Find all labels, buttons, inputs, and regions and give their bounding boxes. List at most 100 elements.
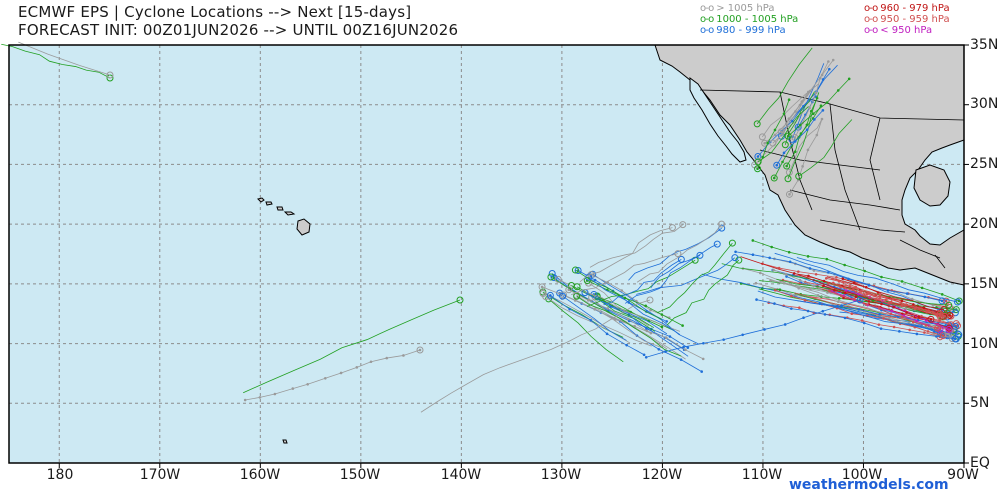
track-point [806,148,810,152]
track-point [620,289,624,292]
track-point [702,341,705,345]
track-point [686,346,690,349]
track-start-marker [927,315,935,323]
cyclone-track [740,283,957,310]
track-start-marker [679,221,687,229]
track-point [626,317,630,321]
track-point [823,313,827,316]
track-point [664,350,667,353]
track-start-marker [795,172,803,180]
track-point [385,356,389,360]
credit-link[interactable]: weathermodels.com [789,477,949,493]
cyclone-track [721,263,949,306]
track-point [879,327,883,330]
legend-entry-960-979: o-o 960 - 979 hPa [864,3,950,14]
track-start-marker [668,224,676,232]
track-point [878,297,882,300]
track-point [824,277,828,280]
track-point [355,366,359,369]
track-point [741,333,744,337]
track-start-marker [674,250,682,258]
track-point [943,315,947,318]
track-point [803,299,807,302]
track-start-marker [731,254,739,262]
track-start-marker [559,292,567,300]
track-point [812,284,816,288]
track-start-marker [783,162,791,170]
track-point [791,119,794,123]
legend-entry-950-959: o-o 950 - 959 hPa [864,14,950,25]
track-start-marker [547,273,555,281]
track-start-marker [952,306,960,314]
cyclone-track [589,224,684,268]
track-point [835,276,838,279]
track-start-marker [856,296,864,304]
track-point [801,165,804,168]
track-point [931,304,935,307]
track-point [947,328,951,331]
track-point [645,327,648,330]
track-point [832,281,835,285]
track-point [877,323,881,326]
track-point [860,319,864,322]
cyclone-track [833,282,941,315]
cyclone-track [587,280,683,326]
track-point [587,299,590,302]
track-point [915,332,919,336]
track-start-marker [753,120,761,128]
track-point [786,134,790,138]
track-start-marker [773,161,781,169]
legend-label: 950 - 959 hPa [880,14,950,25]
track-point [770,245,773,249]
lat-label-20n: 20N [970,216,999,232]
track-point [787,250,791,254]
track-point [826,291,829,294]
legend-label: 960 - 979 hPa [880,3,950,14]
track-point [781,160,784,164]
cyclone-track [789,118,823,195]
cyclone-track [591,297,668,350]
track-start-marker [538,283,546,291]
track-point [644,304,648,308]
track-point [923,295,927,299]
track-point [940,293,944,296]
track-point [369,360,373,364]
track-point [911,320,915,324]
track-point [682,345,685,349]
cyclone-track [563,294,662,348]
track-point [813,118,816,121]
axis-ticks [58,44,969,468]
track-point [854,290,858,293]
track-point [751,239,755,242]
track-point [773,133,777,137]
lon-label-180: 180 [46,467,74,483]
legend-label: < 950 hPa [880,25,933,36]
track-point [802,316,805,320]
track-point [642,353,646,357]
track-point [623,296,627,300]
lat-label-5n: 5N [970,395,990,411]
track-point [904,307,908,310]
track-start-marker [754,165,762,173]
track-start-marker [560,291,568,299]
track-point [772,268,775,272]
track-point [936,326,939,330]
track-start-marker [106,71,114,79]
track-start-marker [785,190,793,198]
cyclone-track [18,41,111,76]
track-point [878,294,882,297]
track-point [784,272,788,276]
legend-label: 980 - 999 hPa [716,25,786,36]
track-point [843,316,847,320]
track-point [882,317,885,320]
cyclone-track [752,240,960,302]
track-point [665,320,668,323]
track-point [864,303,868,306]
track-point [867,291,870,294]
track-point [799,123,802,127]
track-point [925,319,928,322]
track-point [853,297,856,301]
track-point [840,304,843,307]
cyclone-track [740,256,944,317]
